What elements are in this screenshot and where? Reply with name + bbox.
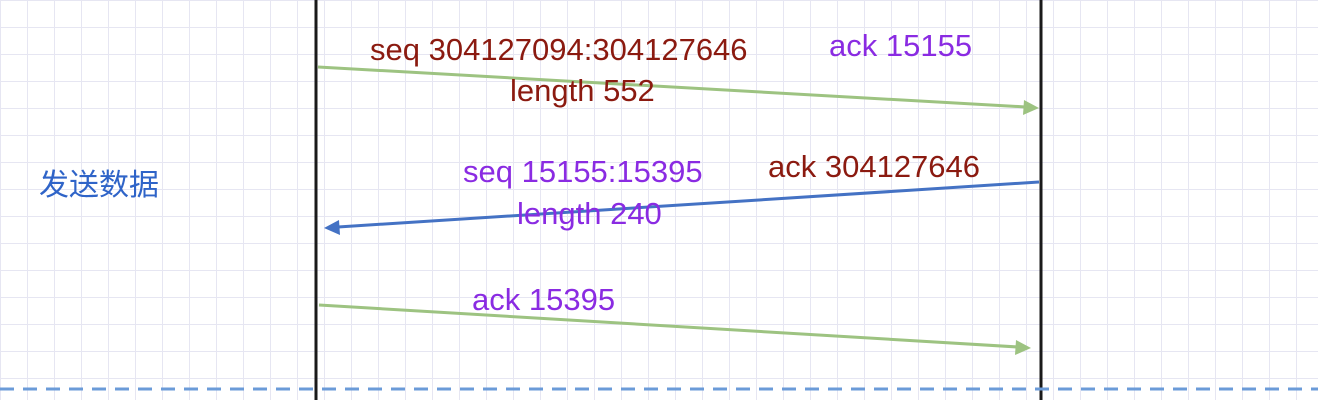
message-arrow-3 [318, 303, 1031, 355]
message-1-ack-label: ack 15155 [829, 28, 973, 63]
message-arrow-2 [324, 180, 1040, 235]
message-2-ack-label: ack 304127646 [768, 149, 981, 184]
message-1-length-label: length 552 [510, 73, 655, 108]
section-label-send-data: 发送数据 [39, 168, 159, 203]
message-2-seq-label: seq 15155:15395 [463, 154, 703, 189]
message-arrow-1 [317, 65, 1039, 115]
message-3-ack-label: ack 15395 [472, 282, 616, 317]
arrowhead-left-icon [324, 220, 340, 235]
arrowhead-right-icon [1023, 100, 1039, 115]
arrowhead-right-icon [1015, 340, 1031, 355]
message-1-seq-label: seq 304127094:304127646 [370, 32, 748, 67]
message-2-length-label: length 240 [517, 196, 662, 231]
